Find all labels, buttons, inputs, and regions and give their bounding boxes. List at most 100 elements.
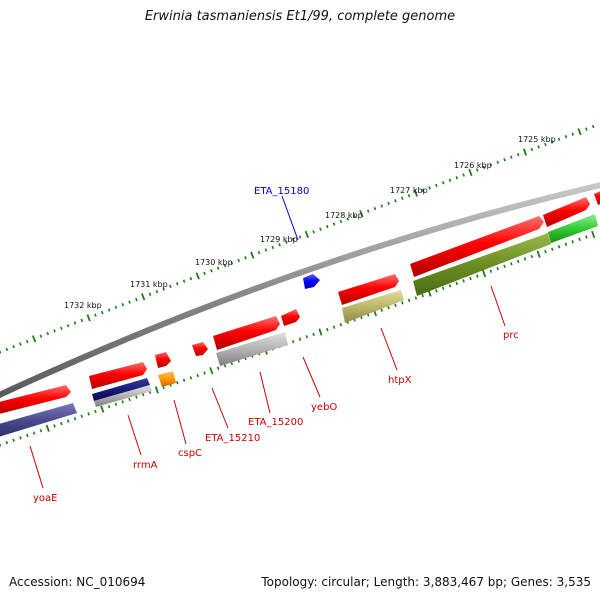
gene-cds[interactable]	[410, 216, 544, 277]
scale-tick	[128, 397, 131, 402]
feature-bar[interactable]	[0, 403, 77, 438]
gene-cds[interactable]	[213, 316, 280, 350]
scale-tick	[46, 331, 50, 336]
feature-bar[interactable]	[216, 332, 288, 366]
scale-tick	[278, 243, 281, 247]
scale-tick	[45, 424, 50, 432]
feature-bar[interactable]	[413, 233, 551, 296]
scale-label-1727: 1727 kbp	[390, 186, 428, 195]
scale-tick	[496, 160, 500, 164]
scale-tick	[121, 400, 124, 404]
feature-bar[interactable]	[158, 371, 176, 387]
scale-tick	[394, 199, 397, 203]
scale-tick	[400, 196, 404, 200]
scale-tick	[100, 405, 105, 413]
scale-tick	[326, 327, 329, 332]
scale-tick	[435, 183, 438, 188]
feature-bars	[0, 214, 598, 438]
gene-label-cspc[interactable]: cspC	[178, 448, 202, 459]
gene-label-htpx[interactable]: htpX	[388, 375, 412, 386]
scale-tick	[148, 292, 152, 296]
scale-tick	[19, 436, 22, 440]
scale-tick	[544, 142, 547, 147]
scale-tick	[489, 163, 493, 167]
scale-tick	[304, 230, 309, 239]
scale-tick	[114, 305, 118, 309]
gene-cds[interactable]	[89, 362, 147, 389]
scale-tick	[203, 371, 206, 375]
gene-cds[interactable]	[594, 189, 600, 205]
scale-tick	[312, 230, 315, 234]
gene-cds[interactable]	[543, 197, 590, 227]
label-leaders	[29, 285, 506, 489]
gene-label-eta-15210[interactable]: ETA_15210	[205, 433, 260, 444]
feature-bar[interactable]	[92, 378, 150, 401]
gene-labels: ETA_15180 yoaE rrmA cspC ETA_15210 ETA_1…	[33, 186, 519, 504]
scale-tick	[571, 240, 574, 244]
scale-tick	[421, 293, 424, 298]
scale-label-1730: 1730 kbp	[195, 258, 233, 267]
gene-eta-15180[interactable]	[281, 195, 320, 289]
feature-bar[interactable]	[94, 385, 152, 407]
scale-tick	[86, 314, 91, 322]
scale-tick	[39, 429, 43, 433]
gene-cds[interactable]	[0, 385, 71, 415]
scale-tick	[73, 417, 77, 421]
scale-tick	[577, 128, 582, 136]
feature-bar[interactable]	[548, 214, 598, 243]
gene-label-yoae[interactable]: yoaE	[33, 493, 57, 504]
scale-tick	[523, 257, 527, 261]
scale-labels: 1725 kbp 1726 kbp 1727 kbp 1728 kbp 1729…	[64, 135, 556, 310]
scale-tick	[114, 402, 118, 406]
scale-tick	[176, 381, 179, 385]
scale-tick	[441, 286, 445, 290]
scale-tick	[135, 395, 138, 399]
scale-tick	[203, 271, 206, 276]
scale-label-1732: 1732 kbp	[64, 301, 102, 310]
scale-tick	[522, 148, 528, 156]
scale-tick	[189, 376, 193, 380]
gene-cds[interactable]	[192, 342, 208, 356]
scale-tick	[135, 297, 138, 302]
gene-cds[interactable]	[338, 274, 399, 305]
scale-tick	[182, 378, 186, 382]
scale-tick	[87, 412, 90, 416]
scale-tick	[339, 323, 343, 327]
scale-tick	[482, 269, 487, 278]
gene-cds[interactable]	[281, 309, 300, 326]
scale-tick	[551, 247, 554, 251]
scale-tick	[31, 335, 37, 343]
gene-label-rrma[interactable]: rrmA	[133, 460, 158, 471]
scale-tick	[380, 204, 384, 208]
scale-tick	[585, 235, 588, 239]
scale-tick	[462, 173, 465, 177]
scale-tick	[448, 284, 452, 288]
scale-tick	[94, 409, 97, 414]
scale-tick	[66, 419, 70, 423]
scale-tick	[60, 421, 63, 426]
scale-tick	[250, 251, 255, 259]
gene-cds[interactable]	[155, 352, 171, 368]
scale-tick	[196, 373, 199, 378]
scale-tick	[503, 158, 506, 162]
scale-tick	[19, 342, 22, 346]
scale-tick	[407, 298, 411, 303]
scale-tick	[94, 313, 97, 317]
scale-tick	[298, 337, 302, 341]
scale-tick	[189, 276, 193, 281]
gene-label-eta-15200[interactable]: ETA_15200	[248, 417, 303, 428]
scale-tick	[585, 127, 588, 131]
scale-tick	[510, 155, 513, 159]
scale-tick	[155, 289, 159, 294]
scale-tick	[257, 250, 261, 255]
scale-tick	[237, 258, 240, 263]
scale-tick	[394, 303, 397, 307]
scale-tick	[39, 334, 43, 338]
gene-label-yebo[interactable]: yebO	[311, 402, 337, 413]
feature-bar[interactable]	[342, 290, 404, 323]
scale-tick	[482, 165, 486, 170]
scale-tick	[162, 287, 165, 291]
gene-label-eta-15180[interactable]: ETA_15180	[254, 186, 309, 197]
gene-label-prc[interactable]: prc	[503, 330, 519, 341]
